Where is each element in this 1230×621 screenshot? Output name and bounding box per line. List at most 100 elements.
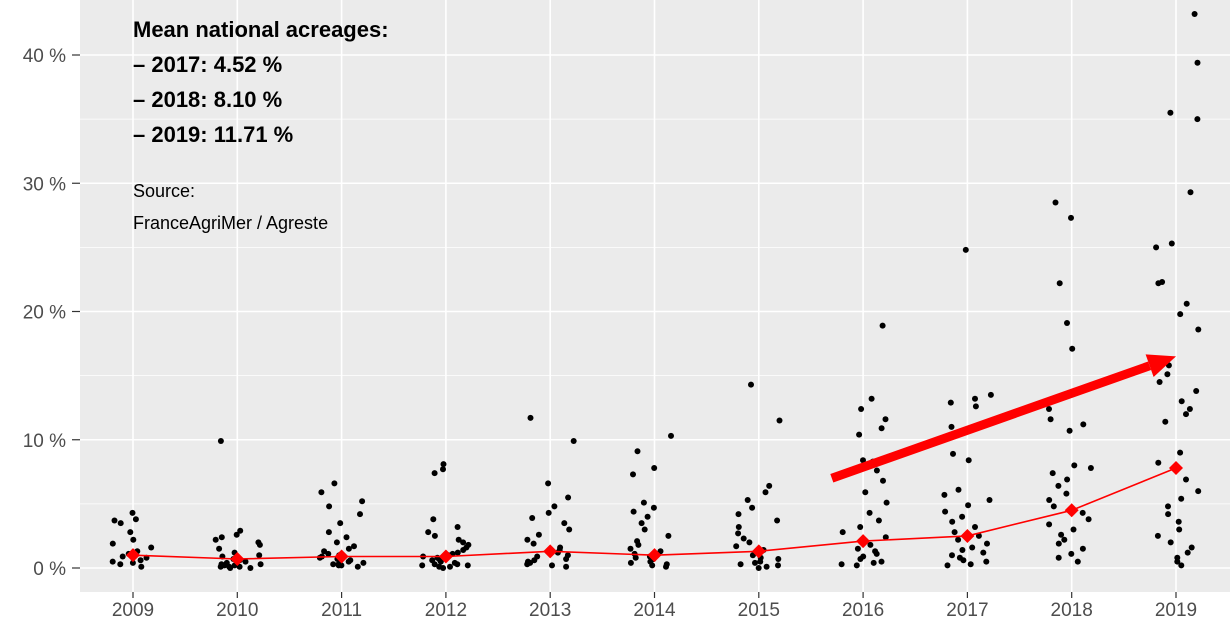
data-point — [440, 461, 447, 468]
data-point — [212, 536, 219, 543]
y-tick-label: 0 % — [33, 559, 66, 580]
data-point — [119, 553, 126, 560]
data-point — [1155, 280, 1162, 287]
data-point — [318, 489, 325, 496]
data-point — [1194, 116, 1201, 123]
y-tick-label: 10 % — [23, 431, 66, 452]
mean-marker — [438, 549, 453, 564]
data-point — [326, 503, 333, 510]
data-point — [955, 536, 962, 543]
data-point — [227, 565, 234, 571]
data-point — [117, 520, 124, 527]
data-points — [109, 11, 1202, 571]
data-point — [1087, 465, 1094, 471]
data-point — [325, 529, 332, 536]
grid-lines — [80, 0, 1230, 592]
data-point — [878, 425, 885, 432]
data-point — [1184, 549, 1191, 556]
data-point — [1064, 476, 1071, 483]
data-point — [130, 536, 137, 543]
data-point — [941, 491, 948, 498]
data-point — [1055, 554, 1062, 561]
data-point — [665, 532, 672, 539]
data-point — [1055, 540, 1062, 547]
data-point — [460, 547, 467, 553]
data-point — [1177, 449, 1184, 456]
data-point — [1070, 526, 1077, 533]
x-tick-label: 2010 — [216, 600, 258, 621]
data-point — [257, 561, 264, 568]
data-point — [962, 246, 969, 253]
data-point — [1165, 511, 1172, 518]
data-point — [216, 545, 223, 552]
data-point — [1046, 497, 1053, 503]
data-point — [762, 489, 769, 496]
data-point — [1183, 300, 1190, 307]
data-point — [345, 558, 352, 565]
data-point — [138, 563, 145, 570]
data-point — [1195, 326, 1202, 333]
x-tick-label: 2012 — [425, 600, 467, 621]
data-point — [524, 561, 531, 568]
data-point — [454, 549, 461, 556]
data-point — [431, 532, 438, 539]
data-point — [1056, 280, 1063, 287]
data-point — [950, 450, 956, 457]
data-point — [430, 516, 437, 523]
data-point — [563, 556, 570, 562]
data-point — [748, 381, 754, 388]
data-point — [873, 550, 880, 557]
data-point — [944, 562, 951, 569]
data-point — [883, 499, 890, 506]
data-point — [360, 559, 367, 566]
mean-marker — [960, 528, 975, 543]
data-point — [749, 504, 756, 511]
trend-arrow — [830, 354, 1176, 483]
data-point — [1191, 11, 1198, 17]
data-point — [870, 559, 877, 566]
data-point — [1178, 398, 1185, 405]
data-point — [233, 531, 240, 538]
data-point — [740, 535, 747, 542]
data-point — [668, 432, 674, 439]
data-point — [109, 540, 116, 547]
data-point — [563, 563, 570, 570]
data-point — [1165, 503, 1171, 510]
data-point — [1085, 516, 1092, 523]
y-tick-label: 30 % — [23, 174, 66, 195]
data-point — [247, 565, 254, 571]
data-point — [873, 467, 880, 474]
data-point — [752, 559, 758, 566]
data-point — [735, 530, 742, 537]
data-point — [570, 438, 577, 444]
data-point — [735, 511, 742, 518]
data-point — [867, 541, 874, 548]
data-point — [650, 504, 657, 511]
data-point — [529, 515, 536, 521]
data-point — [1183, 476, 1189, 483]
data-point — [880, 477, 886, 484]
data-point — [627, 559, 634, 566]
data-point — [839, 529, 846, 536]
data-point — [649, 562, 656, 569]
data-point — [774, 517, 781, 524]
mean-marker — [230, 552, 245, 567]
data-point — [535, 531, 542, 538]
data-point — [129, 509, 136, 516]
data-point — [1066, 427, 1073, 434]
x-tick-label: 2016 — [842, 600, 884, 621]
data-point — [337, 520, 344, 527]
data-point — [766, 482, 773, 489]
data-point — [1164, 371, 1171, 378]
mean-marker — [126, 548, 140, 563]
data-point — [755, 565, 762, 571]
data-point — [460, 539, 467, 546]
data-point — [256, 541, 263, 548]
trend-arrow-head — [1145, 354, 1176, 378]
data-point — [217, 563, 224, 570]
data-point — [1174, 558, 1181, 565]
mean-marker — [751, 544, 766, 559]
data-point — [330, 561, 337, 568]
data-point — [882, 416, 889, 423]
